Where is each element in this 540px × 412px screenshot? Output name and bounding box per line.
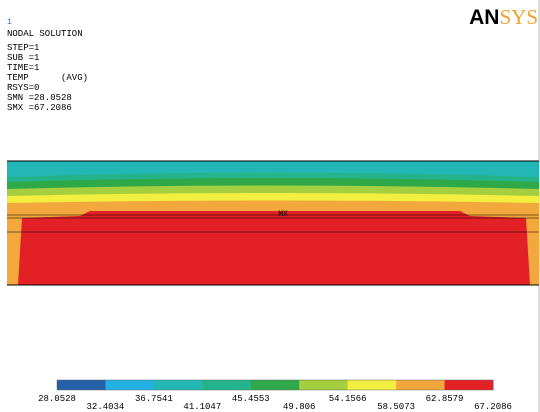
- info-line: RSYS=0: [7, 83, 39, 93]
- legend-swatch: [105, 380, 155, 390]
- legend-label: 58.5073: [377, 402, 415, 412]
- legend-label: 54.1566: [329, 394, 367, 404]
- plot-title: NODAL SOLUTION: [7, 29, 83, 39]
- legend-label: 28.0528: [38, 394, 76, 404]
- max-marker: MX: [278, 210, 288, 219]
- legend-swatch: [250, 380, 300, 390]
- legend-swatch: [347, 380, 397, 390]
- legend-swatch: [396, 380, 446, 390]
- legend-swatch: [202, 380, 252, 390]
- legend: 28.0528 32.4034 36.7541 41.1047 45.4553 49.80…: [38, 379, 512, 412]
- legend-label: 36.7541: [135, 394, 173, 404]
- legend-label: 45.4553: [232, 394, 270, 404]
- legend-label: 62.8579: [426, 394, 464, 404]
- info-line: TIME=1: [7, 63, 39, 73]
- info-line: STEP=1: [7, 43, 39, 53]
- info-line: SUB =1: [7, 53, 39, 63]
- legend-border: [56, 379, 494, 391]
- band-red: [18, 211, 530, 285]
- logo-an: AN: [469, 6, 499, 29]
- logo-sys: SYS: [499, 5, 538, 29]
- legend-swatch: [153, 380, 203, 390]
- info-line: TEMP (AVG): [7, 73, 88, 83]
- info-line: SMX =67.2086: [7, 103, 72, 113]
- window-number: 1: [7, 18, 12, 27]
- legend-label: 32.4034: [87, 402, 125, 412]
- legend-label: 67.2086: [474, 402, 512, 412]
- legend-swatch: [299, 380, 349, 390]
- legend-swatch: [444, 380, 494, 390]
- legend-swatch: [57, 380, 106, 390]
- legend-label: 41.1047: [183, 402, 221, 412]
- contour-plot: MX: [7, 160, 539, 286]
- ansys-logo: ANSYS: [469, 5, 538, 29]
- info-line: SMN =28.0528: [7, 93, 72, 103]
- legend-label: 49.806: [283, 402, 315, 412]
